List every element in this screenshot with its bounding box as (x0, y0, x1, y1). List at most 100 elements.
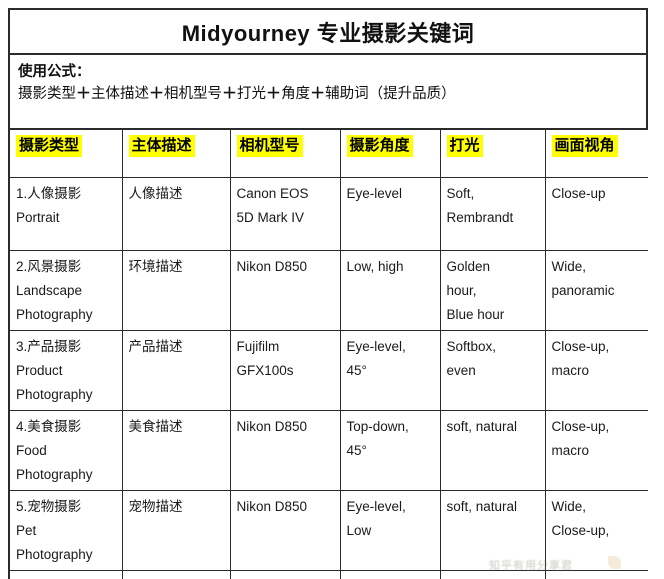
column-header-camera-label: 相机型号 (236, 135, 303, 157)
cell-line: panoramic (551, 283, 615, 298)
column-header-angle: 摄影角度 (339, 130, 441, 178)
column-header-subject-label: 主体描述 (128, 135, 195, 157)
cell-line: Nikon D850 (236, 499, 308, 514)
cell-line: Low, high (346, 259, 404, 274)
cell-line: 产品描述 (128, 339, 183, 354)
cell-line: Softbox, (446, 339, 497, 354)
cell-line: 3.产品摄影 (16, 339, 82, 354)
cell-photo-type: 6.多重曝光摄影Double (10, 570, 123, 579)
cell-view: Wide, panoramic (544, 250, 648, 331)
formula-term-5: 角度 (281, 86, 311, 102)
cell-line: Canon EOS (237, 575, 334, 579)
cell-line: Photography (16, 387, 93, 402)
cell-photo-type: 3.产品摄影 Product Photography (10, 330, 123, 411)
cell-line: Wide, (552, 575, 643, 579)
table-header: 摄影类型 主体描述 相机型号 摄影角度 打光 画面视角 (10, 130, 648, 178)
cell-line: Low (346, 523, 372, 538)
cell-line: GFX100s (236, 363, 294, 378)
cell-line: Landscape (16, 283, 83, 298)
table-row: 1.人像摄影 Portrait 人像描述 Canon EOS 5D Mark IV … (10, 177, 648, 251)
cell-photo-type: 1.人像摄影 Portrait (10, 177, 123, 251)
keyword-table-sheet: Midyourney 专业摄影关键词 使用公式： 摄影类型＋主体描述＋相机型号＋… (8, 8, 648, 579)
formula-term-2: 主体描述 (91, 86, 150, 102)
table-row: 5.宠物摄影 Pet Photography 宠物描述 Nikon D850 Eye… (10, 490, 648, 571)
cell-view: Wide,close-up (544, 570, 648, 579)
cell-line: Close-up (551, 186, 606, 201)
cell-lighting: soft, natural (439, 410, 546, 491)
cell-line: 5D Mark IV (236, 210, 305, 225)
cell-line: Wide, (551, 499, 587, 514)
cell-line: Soft, (446, 186, 475, 201)
column-header-subject: 主体描述 (121, 130, 231, 178)
table-row: 4.美食摄影 Food Photography 美食描述 Nikon D850 To… (10, 410, 648, 491)
cell-subject: 宠物描述 (121, 490, 231, 571)
cell-line: Controlled, (447, 575, 539, 579)
cell-line: Blue hour (446, 307, 505, 322)
cell-line: macro (551, 363, 590, 378)
formula-term-3: 相机型号 (164, 86, 223, 102)
table-body: 1.人像摄影 Portrait 人像描述 Canon EOS 5D Mark IV … (10, 177, 648, 579)
formula-expression: 摄影类型＋主体描述＋相机型号＋打光＋角度＋辅助词（提升品质） (18, 83, 646, 105)
cell-line: macro (551, 443, 590, 458)
cell-line: 宠物描述 (128, 499, 183, 514)
formula-term-6: 辅助词 (325, 86, 369, 102)
cell-view: Wide, Close-up, (544, 490, 648, 571)
cell-line: Photography (16, 547, 93, 562)
table-header-row: 摄影类型 主体描述 相机型号 摄影角度 打光 画面视角 (10, 130, 648, 178)
column-header-lighting: 打光 (439, 130, 546, 178)
cell-camera: Nikon D850 (229, 490, 341, 571)
column-header-photo-type: 摄影类型 (10, 130, 123, 178)
cell-line: 45° (346, 443, 367, 458)
cell-angle: Eye-level, 45° (339, 330, 441, 411)
cell-line: even (446, 363, 476, 378)
cell-line: Canon EOS (236, 186, 309, 201)
page-title: Midyourney 专业摄影关键词 (181, 20, 475, 46)
cell-line: Wide, (551, 259, 587, 274)
cell-line: Close-up, (551, 523, 610, 538)
cell-line: Photography (16, 467, 93, 482)
cell-line: Photography (16, 307, 93, 322)
cell-view: Close-up, macro (544, 410, 648, 491)
cell-line: Food (16, 443, 47, 458)
cell-angle: Eye-level, Low (339, 490, 441, 571)
cell-camera: Nikon D850 (229, 250, 341, 331)
formula-plus-4: ＋ (266, 85, 282, 102)
cell-camera: Fujifilm GFX100s (229, 330, 341, 411)
cell-lighting: Controlled,even (439, 570, 546, 579)
formula-plus-1: ＋ (76, 85, 92, 102)
column-header-view: 画面视角 (544, 130, 648, 178)
cell-line: Nikon D850 (236, 419, 308, 434)
cell-lighting: soft, natural (439, 490, 546, 571)
cell-line: 可以将多个 (129, 575, 224, 579)
cell-line: 美食描述 (128, 419, 183, 434)
cell-subject: 产品描述 (121, 330, 231, 411)
column-header-angle-label: 摄影角度 (346, 135, 413, 157)
cell-line: 4.美食摄影 (16, 419, 82, 434)
keyword-table: 摄影类型 主体描述 相机型号 摄影角度 打光 画面视角 1.人像摄影 Portra… (10, 130, 648, 579)
cell-subject: 人像描述 (121, 177, 231, 251)
formula-term-4: 打光 (237, 86, 267, 102)
cell-photo-type: 4.美食摄影 Food Photography (10, 410, 123, 491)
cell-view: Close-up (544, 177, 648, 251)
column-header-camera: 相机型号 (229, 130, 341, 178)
formula-row: 使用公式： 摄影类型＋主体描述＋相机型号＋打光＋角度＋辅助词（提升品质） (10, 55, 646, 130)
formula-plus-2: ＋ (149, 85, 165, 102)
cell-line: 环境描述 (128, 259, 183, 274)
cell-line: Varied (347, 575, 434, 579)
cell-line: Fujifilm (236, 339, 280, 354)
cell-lighting: Golden hour, Blue hour (439, 250, 546, 331)
cell-lighting: Softbox, even (439, 330, 546, 411)
cell-line: 5.宠物摄影 (16, 499, 82, 514)
cell-lighting: Soft, Rembrandt (439, 177, 546, 251)
cell-line: 人像描述 (128, 186, 183, 201)
formula-suffix: （提升品质） (368, 86, 456, 102)
table-row: 3.产品摄影 Product Photography 产品描述 Fujifilm GF… (10, 330, 648, 411)
cell-line: Portrait (16, 210, 60, 225)
cell-photo-type: 2.风景摄影 Landscape Photography (10, 250, 123, 331)
cell-angle: Varied (339, 570, 441, 579)
cell-line: soft, natural (446, 499, 518, 514)
cell-angle: Eye-level (339, 177, 441, 251)
cell-line: Top-down, (346, 419, 409, 434)
cell-angle: Top-down, 45° (339, 410, 441, 491)
